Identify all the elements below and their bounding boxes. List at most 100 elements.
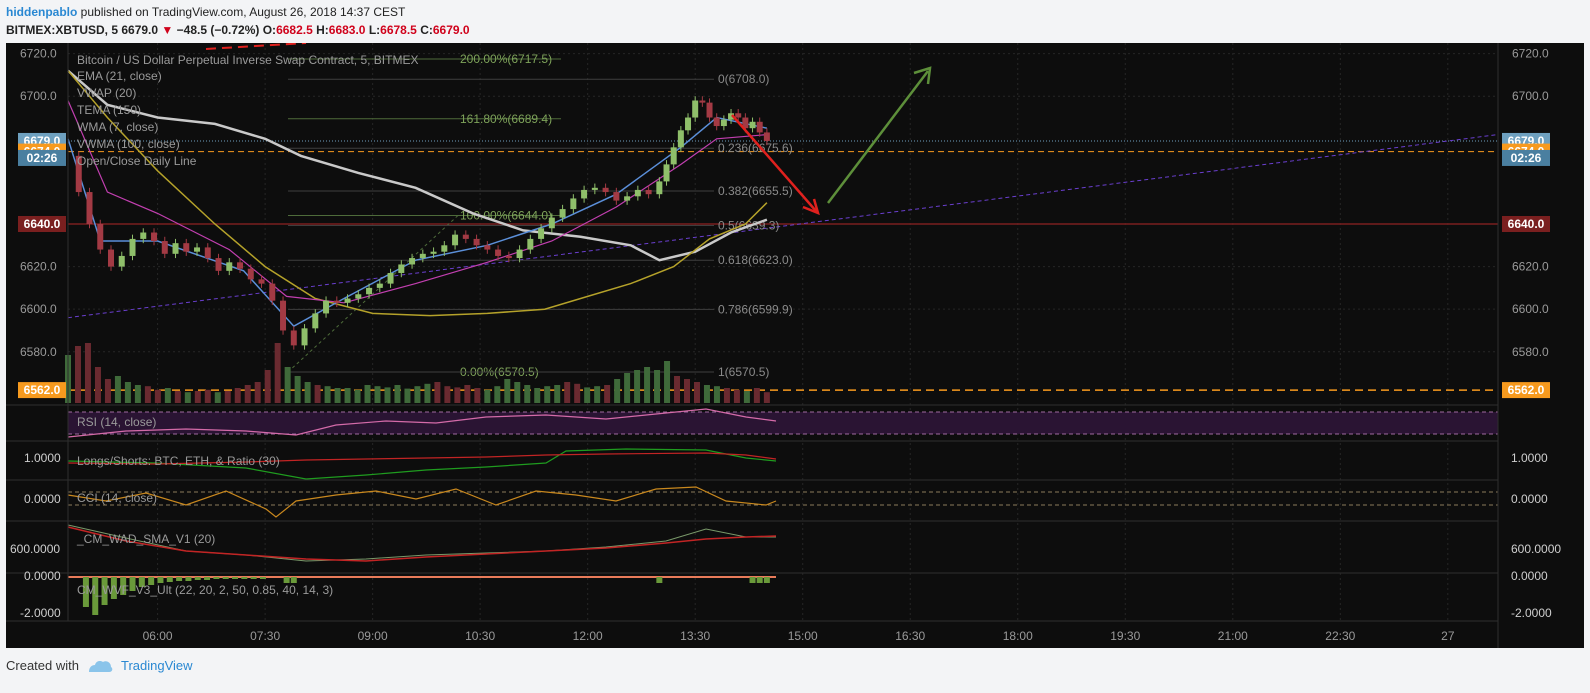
time-tick: 07:30 [250,629,280,643]
candle-body [172,243,179,254]
close-value: 6679.0 [432,23,470,37]
candle-body [452,234,459,246]
candle-body [215,258,222,271]
volume-bar [574,383,581,403]
price-tick-right: 6600.0 [1512,302,1549,316]
green-arrow-line [827,70,929,204]
candle-body [656,181,663,195]
wvf-bar [250,577,257,579]
volume-bar [304,382,311,403]
price-tag-right-text: 6640.0 [1508,217,1545,231]
chart-canvas[interactable]: 200.00%(6717.5) 161.80%(6689.4) 100.00%(66… [6,42,1584,648]
cci-axis-right: 0.0000 [1511,492,1548,506]
legend-vwma: VWMA (100, close) [77,137,180,151]
candle-body [269,283,276,301]
price-tick-left: 6700.0 [20,89,57,103]
candle-body [398,264,405,273]
tema-line [67,70,768,317]
candle-body [624,196,631,201]
candle-body [97,224,104,250]
volume-bar [554,385,561,403]
fib-ret-label: 0.786(6599.9) [718,302,793,316]
price-axis[interactable]: 6720.0 6720.0 6700.0 6700.0 6620.0 6620.0 6600… [20,47,1549,359]
wvf-bar [101,577,108,605]
time-tick: 22:30 [1325,629,1355,643]
volume-bar [164,388,171,403]
candle-body [670,147,677,165]
volume-bar [114,376,121,403]
volume-bar [733,389,740,403]
wvf-bar [82,577,89,607]
legend-open-close: Open/Close Daily Line [77,154,197,168]
wvf-axis-right: 0.0000 [1511,569,1548,583]
volume-bar [204,389,211,403]
price-tick-right: 6720.0 [1512,47,1549,61]
wvf-bar [157,577,164,583]
wvf-bar [656,577,663,583]
candle-body [728,113,735,120]
volume-bar [474,388,481,403]
wvf-bar [756,577,763,583]
candle-body [634,189,641,197]
volume-bar [444,386,451,403]
candle-body [194,247,201,252]
candles [75,96,770,350]
wvf-bar [138,577,145,587]
candle-body [258,279,265,284]
volume-bar [184,392,191,403]
price-tag-left-text: 6640.0 [24,217,61,231]
candle-body [706,102,713,118]
candle-body [86,192,93,224]
candle-body [151,232,158,242]
volume-bar [534,388,541,403]
volume-bar [604,385,611,403]
candle-body [473,238,480,246]
volume-bar [654,370,661,403]
wvf-bars [82,577,770,615]
wvf-bar [241,577,248,579]
volume-bar [494,386,501,403]
candle-body [280,300,287,331]
time-axis[interactable]: 06:00 07:30 09:00 10:30 12:00 13:30 15:00 16:30… [143,629,1455,643]
volume-bar [174,391,181,403]
price-tag-right-text: 6562.0 [1508,383,1545,397]
candle-body [419,253,426,259]
volume-bar [314,385,321,403]
candle-body [495,249,502,256]
symbol: BITMEX:XBTUSD, 5 [6,23,119,37]
created-with-text: Created with [6,658,79,673]
volume-bar [364,385,371,403]
published-text: published on TradingView.com, August 26,… [80,5,406,19]
volume-bar [294,376,301,403]
chart-title: Bitcoin / US Dollar Perpetual Inverse Sw… [77,53,418,67]
wvf-bar [259,577,266,579]
volume-bar [264,370,271,403]
volume-bar [384,387,391,403]
candle-body [376,283,383,288]
wvf-bar [120,577,127,595]
time-tick: 12:00 [573,629,603,643]
down-triangle-icon: ▼ [161,23,174,37]
candle-body [344,298,351,303]
author-name[interactable]: hiddenpablo [6,5,78,19]
price-tick-left: 6580.0 [20,345,57,359]
chart-grid [68,43,1498,621]
candle-body [118,255,125,267]
candle-body [559,209,566,218]
price-tick-left: 6600.0 [20,302,57,316]
price-tag-left-text: 6562.0 [24,383,61,397]
drawn-arrows [205,42,932,216]
chart-area[interactable]: 200.00%(6717.5) 161.80%(6689.4) 100.00%(66… [6,42,1584,648]
time-tick: 18:00 [1003,629,1033,643]
wvf-bar [176,577,183,581]
footer: Created with TradingView [6,658,193,673]
time-tick: 19:30 [1110,629,1140,643]
candle-body [663,164,670,182]
fib-levels: 200.00%(6717.5) 161.80%(6689.4) 100.00%(66… [287,52,793,379]
time-tick: 06:00 [143,629,173,643]
candle-body [735,113,742,118]
tradingview-link[interactable]: TradingView [120,658,193,673]
volume-bar [104,379,111,403]
candle-body [720,119,727,127]
fib-ret-label: 1(6570.5) [718,365,769,379]
